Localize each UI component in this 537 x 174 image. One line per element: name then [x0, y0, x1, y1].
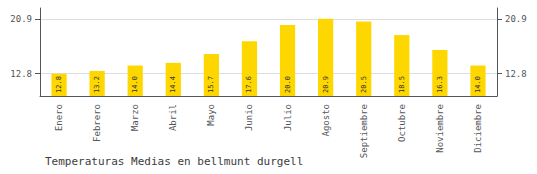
svg-text:20.9: 20.9 [505, 14, 527, 24]
svg-text:16.3: 16.3 [436, 76, 444, 93]
svg-text:13.2: 13.2 [93, 76, 101, 93]
svg-text:20.9: 20.9 [10, 14, 32, 24]
svg-text:14.0: 14.0 [474, 76, 482, 93]
svg-text:Septiembre: Septiembre [359, 104, 369, 158]
svg-text:15.7: 15.7 [207, 76, 215, 93]
svg-text:12.8: 12.8 [55, 76, 63, 93]
svg-text:Marzo: Marzo [130, 104, 140, 131]
svg-text:12.8: 12.8 [505, 69, 527, 79]
svg-text:Agosto: Agosto [321, 104, 331, 137]
svg-text:14.4: 14.4 [169, 76, 177, 93]
svg-text:Julio: Julio [283, 104, 293, 131]
svg-text:Diciembre: Diciembre [473, 104, 483, 153]
svg-text:Octubre: Octubre [397, 104, 407, 142]
svg-text:20.9: 20.9 [322, 76, 330, 93]
svg-text:Febrero: Febrero [92, 104, 102, 142]
svg-text:20.5: 20.5 [360, 76, 368, 93]
svg-text:12.8: 12.8 [10, 69, 32, 79]
svg-text:18.5: 18.5 [398, 76, 406, 93]
svg-text:20.0: 20.0 [284, 76, 292, 93]
svg-text:Abril: Abril [168, 104, 178, 131]
svg-text:Junio: Junio [244, 104, 254, 131]
svg-text:14.0: 14.0 [131, 76, 139, 93]
svg-text:Mayo: Mayo [206, 104, 216, 126]
svg-text:Noviembre: Noviembre [435, 104, 445, 153]
svg-text:Enero: Enero [54, 104, 64, 131]
svg-text:Temperaturas Medias en bellmun: Temperaturas Medias en bellmunt durgell [45, 155, 303, 168]
svg-text:17.6: 17.6 [245, 76, 253, 93]
